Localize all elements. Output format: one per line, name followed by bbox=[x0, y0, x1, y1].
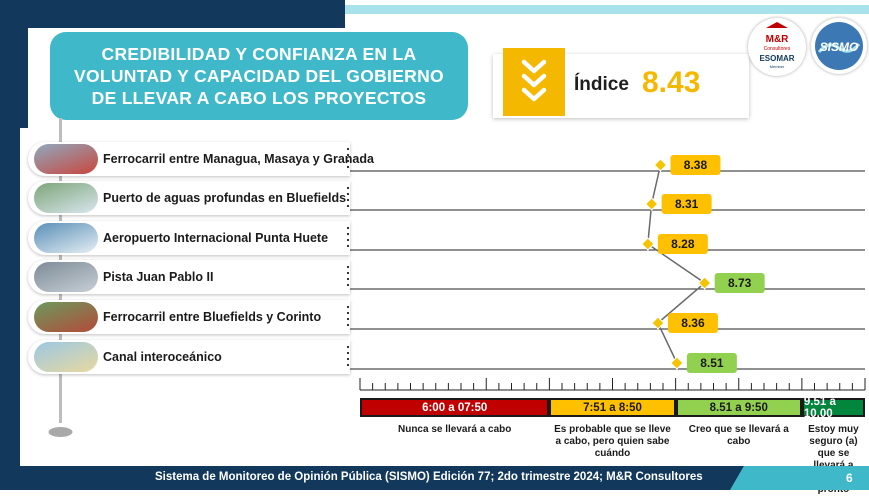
data-point bbox=[641, 237, 655, 251]
logo-mr-text: M&R bbox=[766, 34, 790, 45]
top-navy-slab bbox=[0, 0, 28, 128]
value-label-box bbox=[657, 234, 708, 254]
project-thumbnail bbox=[34, 144, 98, 174]
value-label-box bbox=[714, 273, 765, 293]
footer-text: Sistema de Monitoreo de Opinión Pública … bbox=[155, 471, 703, 483]
footer-accent-tab bbox=[730, 466, 869, 490]
row-dots-decoration bbox=[345, 225, 351, 251]
logo-consultores-text: Consultores bbox=[764, 46, 791, 52]
row-dots-decoration bbox=[345, 264, 351, 290]
data-point bbox=[651, 316, 665, 330]
value-label: 8.38 bbox=[684, 158, 708, 172]
data-point bbox=[670, 356, 684, 370]
category-label: Canal interoceánico bbox=[103, 350, 222, 364]
data-point bbox=[644, 197, 659, 211]
mr-consultores-logo: M&R Consultores ESOMAR Member bbox=[748, 18, 806, 76]
category-label: Pista Juan Pablo II bbox=[103, 270, 214, 284]
project-thumbnail bbox=[34, 223, 98, 253]
range-legend-box: 8.51 a 9:50 bbox=[675, 398, 802, 417]
index-value: 8.43 bbox=[642, 66, 701, 99]
value-label-box bbox=[670, 155, 721, 175]
value-label: 8.51 bbox=[700, 356, 724, 370]
data-point bbox=[697, 276, 712, 290]
value-label-box bbox=[661, 194, 712, 214]
range-legend-box: 9.51 a 10.00 bbox=[801, 396, 865, 420]
project-thumbnail bbox=[34, 342, 98, 372]
range-description: Nunca se llevará a cabo bbox=[397, 424, 512, 435]
sismo-logo: SISMO bbox=[811, 18, 867, 74]
series-line bbox=[647, 164, 706, 364]
category-label: Ferrocarril entre Bluefields y Corinto bbox=[103, 310, 322, 324]
range-legend-box: 7:51 a 8:50 bbox=[549, 398, 676, 417]
logo-sismo-text: SISMO bbox=[820, 40, 859, 54]
top-navy-bar bbox=[0, 0, 345, 28]
index-label: Índice bbox=[574, 74, 629, 95]
page-title: CREDIBILIDAD Y CONFIANZA EN LA VOLUNTAD … bbox=[50, 32, 468, 120]
value-label-box bbox=[667, 313, 718, 333]
logo-member-text: Member bbox=[770, 64, 785, 69]
footer-bar: Sistema de Monitoreo de Opinión Pública … bbox=[0, 466, 869, 490]
value-label: 8.73 bbox=[728, 276, 752, 290]
logo-esomar-text: ESOMAR bbox=[759, 54, 794, 63]
row-dots-decoration bbox=[345, 185, 351, 211]
row-dots-decoration bbox=[345, 146, 351, 172]
range-description: Es probable que se lleve a cabo, pero qu… bbox=[554, 424, 671, 459]
value-label: 8.28 bbox=[671, 237, 695, 251]
value-label-box bbox=[686, 353, 737, 373]
range-legend-box: 6:00 a 07:50 bbox=[360, 398, 550, 417]
value-label: 8.31 bbox=[675, 197, 699, 211]
project-thumbnail bbox=[34, 262, 98, 292]
category-label: Puerto de aguas profundas en Bluefields bbox=[103, 191, 347, 205]
category-label: Aeropuerto Internacional Punta Huete bbox=[103, 231, 329, 245]
project-thumbnail bbox=[34, 302, 98, 332]
page-number: 6 bbox=[846, 471, 853, 485]
category-label: Ferrocarril entre Managua, Masaya y Gran… bbox=[103, 152, 374, 166]
value-label: 8.36 bbox=[681, 316, 705, 330]
row-dots-decoration bbox=[345, 344, 351, 370]
chevron-down-icon bbox=[503, 48, 565, 116]
row-dots-decoration bbox=[345, 304, 351, 330]
range-description: Creo que se llevará a cabo bbox=[688, 424, 789, 447]
project-thumbnail bbox=[34, 183, 98, 213]
top-accent-bar bbox=[345, 5, 869, 14]
data-point bbox=[653, 158, 668, 172]
